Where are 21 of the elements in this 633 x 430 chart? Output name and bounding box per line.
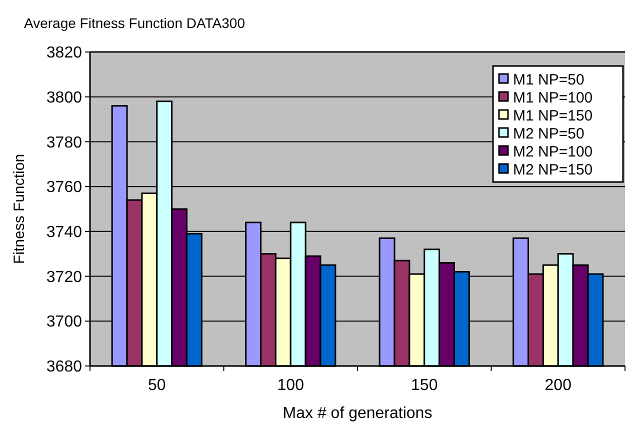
legend-label: M1 NP=150 <box>513 107 593 124</box>
y-tick-label: 3780 <box>46 134 82 152</box>
chart-title: Average Fitness Function DATA300 <box>24 15 246 31</box>
x-tick-label: 50 <box>148 377 166 394</box>
legend-label: M2 NP=100 <box>513 143 593 160</box>
x-tick-label: 200 <box>544 377 572 394</box>
y-tick-label: 3760 <box>46 179 82 196</box>
legend-label: M1 NP=100 <box>513 89 593 106</box>
y-tick-label: 3700 <box>46 314 82 331</box>
x-tick-label: 150 <box>411 377 438 394</box>
y-tick-label: 3820 <box>46 44 82 62</box>
y-tick-label: 3680 <box>46 358 82 376</box>
legend-label: M2 NP=50 <box>513 125 584 142</box>
legend-label: M1 NP=50 <box>513 71 584 88</box>
y-tick-label: 3720 <box>46 268 82 286</box>
y-axis-title: Fitness Function <box>11 154 28 264</box>
y-tick-label: 3800 <box>46 89 82 106</box>
x-axis-title: Max # of generations <box>282 405 432 422</box>
x-tick-label: 100 <box>277 377 304 394</box>
y-tick-label: 3740 <box>46 224 82 242</box>
legend-label: M2 NP=150 <box>513 161 593 178</box>
